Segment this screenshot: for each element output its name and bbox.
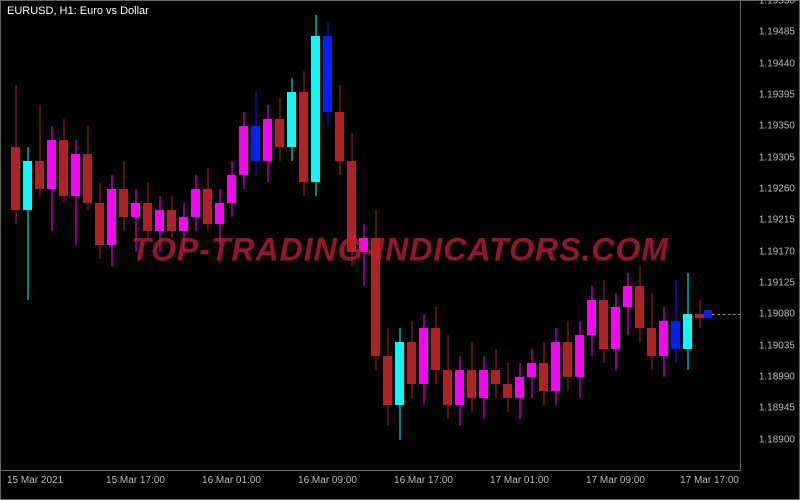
y-tick-label: 1.19485 (759, 27, 795, 38)
x-tick-label: 16 Mar 17:00 (394, 475, 453, 486)
y-tick-label: 1.18900 (759, 434, 795, 445)
plot-area[interactable] (1, 1, 741, 471)
y-tick-label: 1.19440 (759, 58, 795, 69)
x-tick-label: 17 Mar 17:00 (680, 475, 739, 486)
y-tick-label: 1.19350 (759, 121, 795, 132)
y-tick-label: 1.18990 (759, 372, 795, 383)
x-tick-label: 15 Mar 2021 (7, 475, 63, 486)
y-tick-label: 1.18945 (759, 403, 795, 414)
x-tick-label: 16 Mar 01:00 (202, 475, 261, 486)
y-tick-label: 1.19170 (759, 246, 795, 257)
x-tick-label: 16 Mar 09:00 (298, 475, 357, 486)
price-marker (704, 310, 712, 318)
y-tick-label: 1.19305 (759, 152, 795, 163)
y-tick-label: 1.19125 (759, 278, 795, 289)
y-axis: 1.19530 1.19485 1.19440 1.19395 1.19350 1.193… (739, 1, 799, 471)
y-tick-label: 1.19395 (759, 90, 795, 101)
y-tick-label: 1.19260 (759, 184, 795, 195)
price-line (712, 314, 741, 315)
x-tick-label: 17 Mar 09:00 (586, 475, 645, 486)
y-tick-label: 1.19215 (759, 215, 795, 226)
chart-container: EURUSD, H1: Euro vs Dollar TOP-TRADING-I… (0, 0, 800, 500)
y-tick-label: 1.19530 (759, 0, 795, 7)
y-tick-label: 1.19080 (759, 309, 795, 320)
x-tick-label: 17 Mar 01:00 (490, 475, 549, 486)
x-axis: 15 Mar 2021 15 Mar 17:00 16 Mar 01:00 16 Ma… (1, 469, 741, 499)
x-tick-label: 15 Mar 17:00 (106, 475, 165, 486)
chart-title: EURUSD, H1: Euro vs Dollar (7, 5, 149, 17)
y-tick-label: 1.19035 (759, 340, 795, 351)
